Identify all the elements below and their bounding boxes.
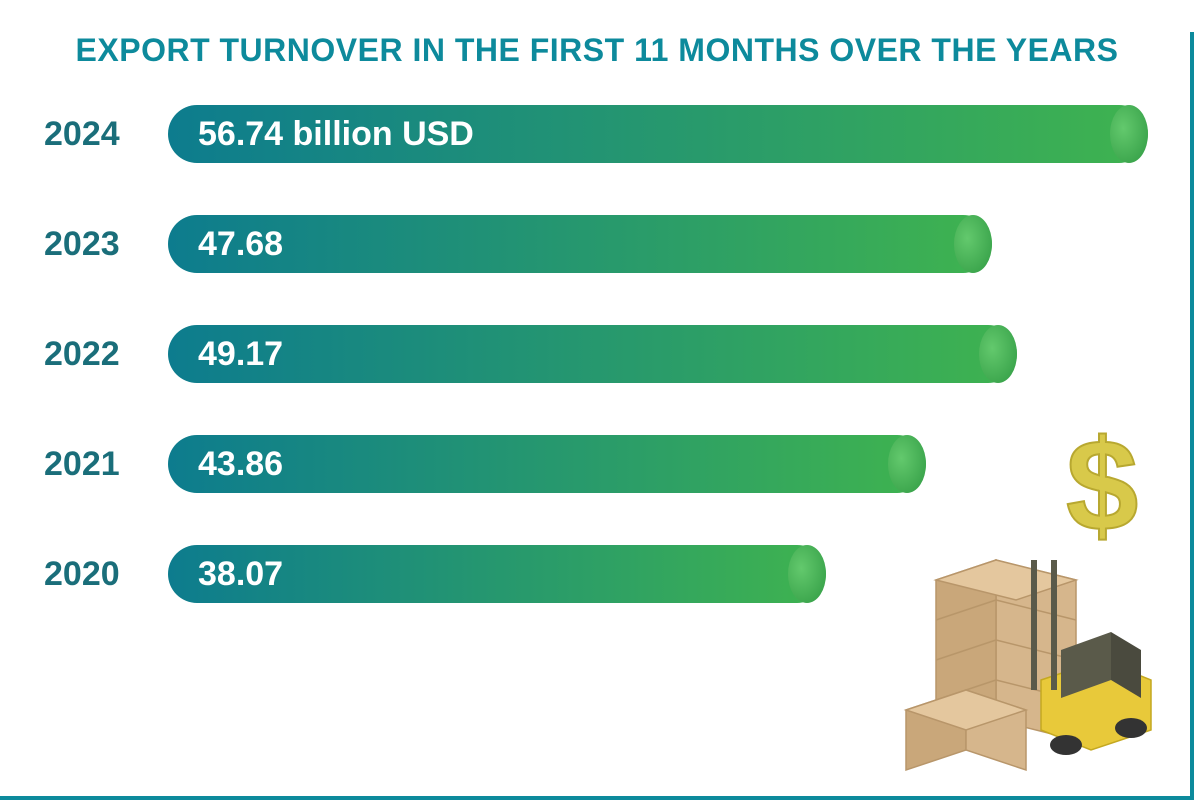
bar-row: 2024 56.74 billion USD	[44, 105, 1194, 163]
bar-value-label: 38.07	[198, 555, 283, 594]
bar-cap	[788, 545, 826, 603]
year-label: 2024	[44, 115, 168, 154]
bar: 47.68	[168, 215, 992, 273]
bar-value-label: 56.74 billion USD	[198, 115, 474, 154]
bar: 56.74 billion USD	[168, 105, 1148, 163]
bar: 49.17	[168, 325, 1017, 383]
bar-value-label: 47.68	[198, 225, 283, 264]
year-label: 2020	[44, 555, 168, 594]
bar: 43.86	[168, 435, 926, 493]
svg-text:$: $	[1066, 420, 1138, 558]
bar-cap	[1110, 105, 1148, 163]
year-label: 2022	[44, 335, 168, 374]
bar-row: 2023 47.68	[44, 215, 1194, 273]
bar: 38.07	[168, 545, 826, 603]
bar-cap	[954, 215, 992, 273]
bar-row: 2022 49.17	[44, 325, 1194, 383]
forklift-boxes-dollar-icon: $	[896, 420, 1166, 780]
year-label: 2023	[44, 225, 168, 264]
year-label: 2021	[44, 445, 168, 484]
bar-cap	[979, 325, 1017, 383]
bar-value-label: 49.17	[198, 335, 283, 374]
bar-value-label: 43.86	[198, 445, 283, 484]
